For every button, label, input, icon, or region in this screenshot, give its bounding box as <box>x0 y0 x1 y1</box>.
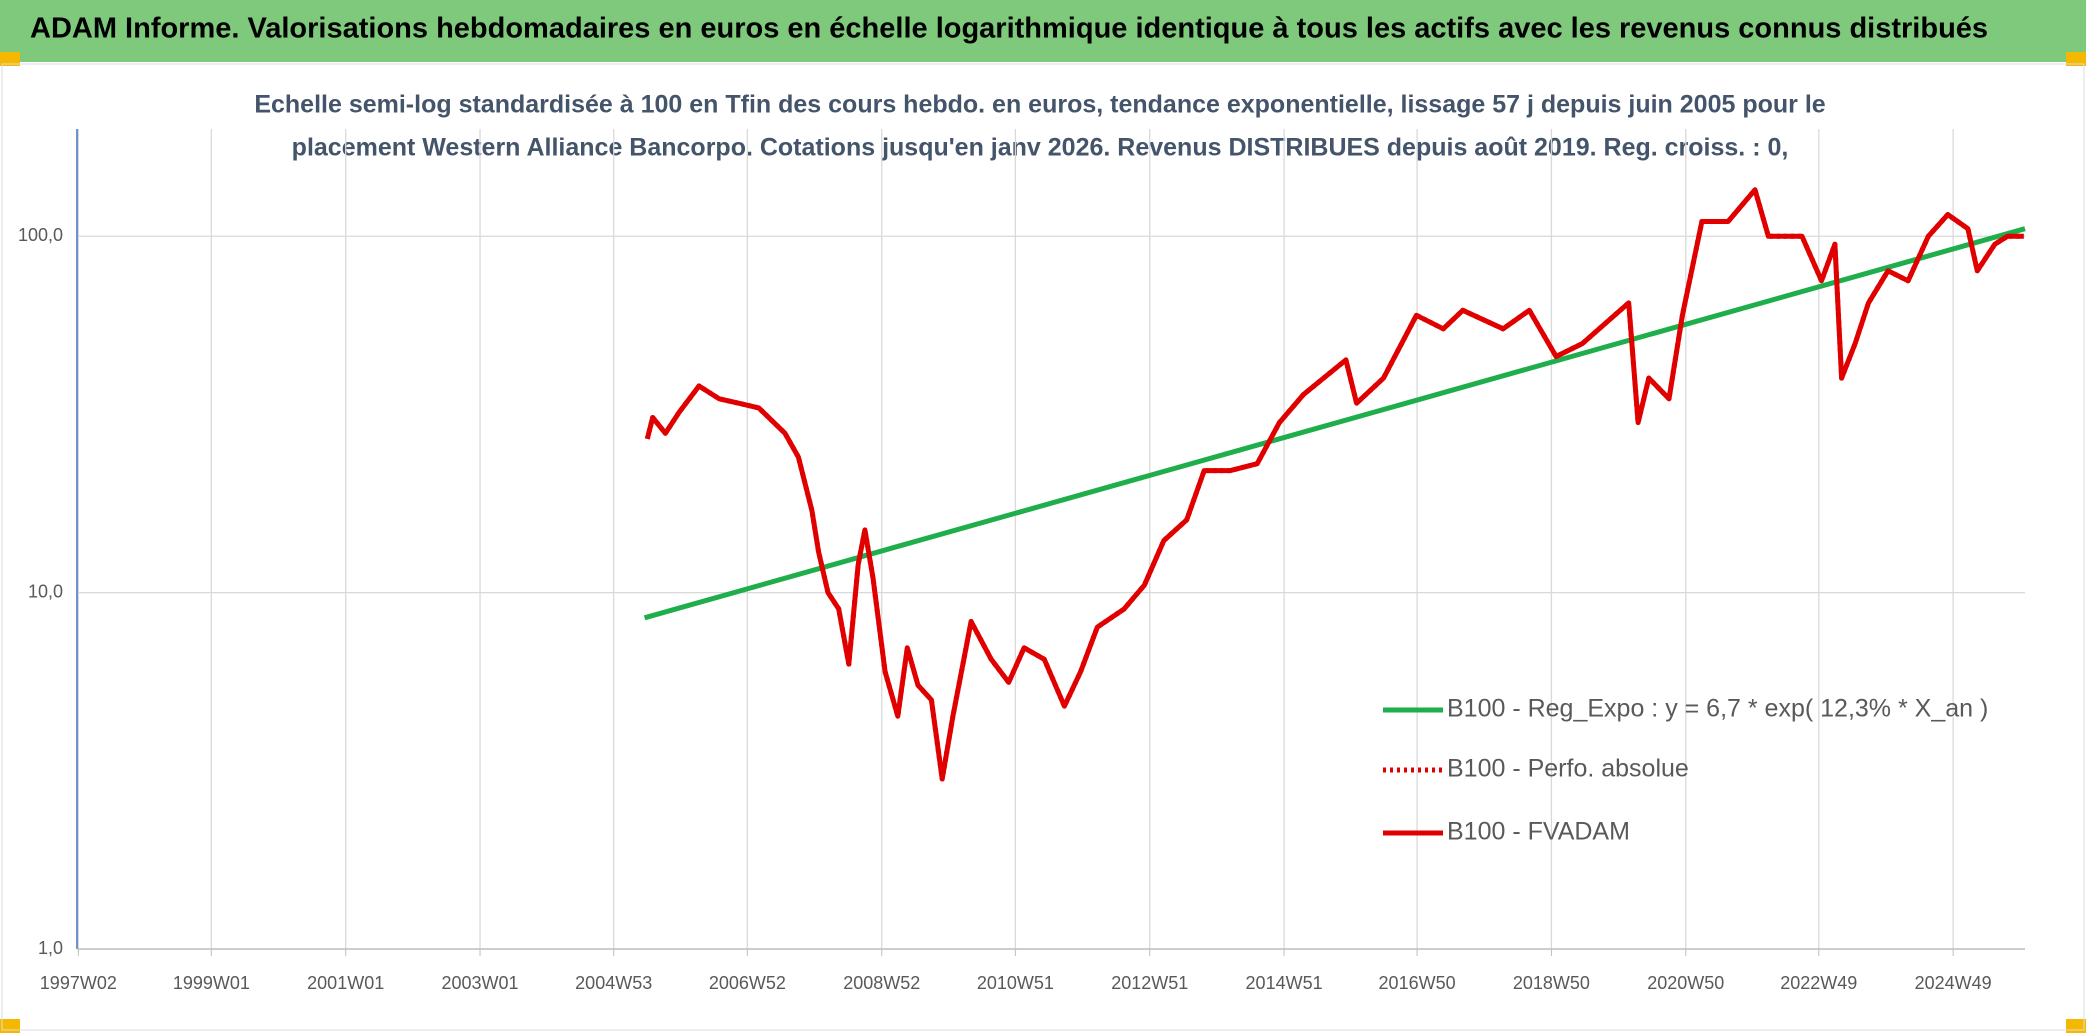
series-line <box>644 187 2024 782</box>
corner <box>2066 1019 2086 1033</box>
x-tick-label: 2014W51 <box>1246 973 1323 993</box>
x-tick-label: 2004W53 <box>575 973 652 993</box>
x-tick-label: 2018W50 <box>1513 973 1590 993</box>
corner <box>0 52 20 66</box>
legend-label: B100 - Reg_Expo : y = 6,7 * exp( 12,3% *… <box>1447 695 1988 723</box>
y-tick-label: 100,0 <box>18 225 63 245</box>
chart-subtitle: placement Western Alliance Bancorpo. Cot… <box>292 134 1789 162</box>
chart-title: Echelle semi-log standardisée à 100 en T… <box>254 91 1825 119</box>
x-tick-label: 2016W50 <box>1379 973 1456 993</box>
series-line <box>643 226 2026 621</box>
legend-label: B100 - FVADAM <box>1447 818 1630 846</box>
x-tick-label: 1999W01 <box>173 973 250 993</box>
banner: ADAM Informe. Valorisations hebdomadaire… <box>30 13 1988 45</box>
legend-label: B100 - Perfo. absolue <box>1447 755 1689 783</box>
series-line <box>644 187 2024 782</box>
x-tick-label: 2012W51 <box>1111 973 1188 993</box>
corner <box>2066 52 2086 66</box>
x-tick-label: 2010W51 <box>977 973 1054 993</box>
x-tick-label: 2020W50 <box>1647 973 1724 993</box>
frame <box>1 63 2085 1031</box>
x-tick-label: 2003W01 <box>442 973 519 993</box>
x-tick-label: 2024W49 <box>1915 973 1992 993</box>
x-tick-label: 1997W02 <box>40 973 117 993</box>
y-tick-label: 1,0 <box>38 938 63 958</box>
x-tick-label: 2022W49 <box>1780 973 1857 993</box>
x-tick-label: 2001W01 <box>307 973 384 993</box>
x-tick-label: 2008W52 <box>843 973 920 993</box>
x-tick-label: 2006W52 <box>709 973 786 993</box>
banner-bg <box>0 0 2086 62</box>
y-tick-label: 10,0 <box>28 581 63 601</box>
corner <box>0 1019 20 1033</box>
